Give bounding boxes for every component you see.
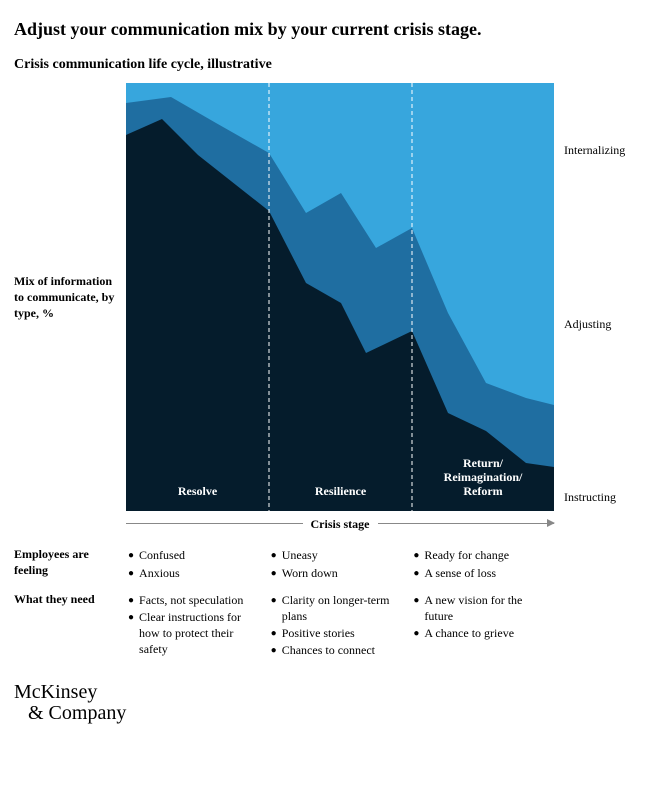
chart-subtitle: Crisis communication life cycle, illustr… <box>14 57 651 73</box>
chart-row: Mix of information to communicate, by ty… <box>14 83 651 511</box>
needs-resilience-text: Positive stories <box>282 625 355 641</box>
needs-resolve-text: Clear instructions for how to protect th… <box>139 609 263 658</box>
bullet-icon: ● <box>271 627 277 641</box>
needs-resilience-item: ● Chances to connect <box>271 642 406 658</box>
employees-return-text: A sense of loss <box>424 565 496 581</box>
x-axis: Crisis stage <box>126 511 554 537</box>
svg-text:Resolve: Resolve <box>178 484 218 498</box>
needs-col-resilience: ● Clarity on longer-term plans ● Positive s… <box>269 592 412 660</box>
needs-resolve-text: Facts, not speculation <box>139 592 243 608</box>
employees-feeling-label: Employees are feeling <box>14 547 126 581</box>
logo-line-2: & Company <box>14 703 651 724</box>
series-label-internalizing: Internalizing <box>564 143 649 158</box>
bullet-icon: ● <box>413 627 419 641</box>
needs-resolve-item: ● Facts, not speculation <box>128 592 263 608</box>
employees-return-item: ● Ready for change <box>413 547 548 563</box>
bullet-icon: ● <box>271 594 277 608</box>
employees-resolve-item: ● Confused <box>128 547 263 563</box>
x-axis-label: Crisis stage <box>303 517 378 532</box>
series-label-adjusting: Adjusting <box>564 317 649 332</box>
logo-line-1: McKinsey <box>14 681 97 703</box>
svg-text:Resilience: Resilience <box>315 484 367 498</box>
employees-col-return: ● Ready for change ● A sense of loss <box>411 547 554 581</box>
employees-feeling-block: Employees are feeling ●Confused●Anxious … <box>14 547 651 581</box>
bullet-icon: ● <box>271 644 277 658</box>
employees-resolve-item: ● Anxious <box>128 565 263 581</box>
x-axis-arrow-icon <box>547 519 555 527</box>
needs-col-resolve: ● Facts, not speculation ● Clear instructio… <box>126 592 269 660</box>
bullet-icon: ● <box>413 549 419 563</box>
employees-resilience-text: Uneasy <box>282 547 318 563</box>
what-they-need-label: What they need <box>14 592 126 660</box>
employees-return-item: ● A sense of loss <box>413 565 548 581</box>
needs-resilience-text: Clarity on longer-term plans <box>282 592 406 624</box>
svg-text:Return/: Return/ <box>463 456 504 470</box>
needs-resolve-item: ● Clear instructions for how to protect t… <box>128 609 263 658</box>
needs-resilience-item: ● Clarity on longer-term plans <box>271 592 406 624</box>
employees-col-resilience: ● Uneasy ● Worn down <box>269 547 412 581</box>
bullet-icon: ● <box>271 567 277 581</box>
needs-return-item: ● A chance to grieve <box>413 625 548 641</box>
bullet-icon: ● <box>128 611 134 625</box>
bullet-icon: ● <box>128 594 134 608</box>
needs-col-return: ● A new vision for the future ● A chance to… <box>411 592 554 660</box>
series-labels: Internalizing Adjusting Instructing <box>554 83 649 511</box>
employees-resilience-item: ● Worn down <box>271 565 406 581</box>
needs-resilience-text: Chances to connect <box>282 642 375 658</box>
mckinsey-logo: McKinsey & Company <box>14 682 651 724</box>
area-chart: Resolve Resilience Return/Reimagination/Re… <box>126 83 554 511</box>
svg-text:Reform: Reform <box>463 484 502 498</box>
chart-title: Adjust your communication mix by your cu… <box>14 18 651 41</box>
bullet-icon: ● <box>128 549 134 563</box>
needs-return-item: ● A new vision for the future <box>413 592 548 624</box>
employees-resilience-text: Worn down <box>282 565 338 581</box>
bullet-icon: ● <box>413 594 419 608</box>
employees-resolve-text: Anxious <box>139 565 180 581</box>
what-they-need-block: What they need ● Facts, not speculation ● C… <box>14 592 651 660</box>
bullet-icon: ● <box>128 567 134 581</box>
needs-return-text: A chance to grieve <box>424 625 514 641</box>
svg-text:Reimagination/: Reimagination/ <box>444 470 523 484</box>
needs-resilience-item: ● Positive stories <box>271 625 406 641</box>
employees-resilience-item: ● Uneasy <box>271 547 406 563</box>
employees-resolve-text: Confused <box>139 547 185 563</box>
bullet-icon: ● <box>271 549 277 563</box>
employees-col-resolve: ● Confused ● Anxious <box>126 547 269 581</box>
y-axis-label: Mix of information to communicate, by ty… <box>14 83 126 511</box>
series-label-instructing: Instructing <box>564 490 649 505</box>
needs-return-text: A new vision for the future <box>424 592 548 624</box>
employees-return-text: Ready for change <box>424 547 509 563</box>
bullet-icon: ● <box>413 567 419 581</box>
